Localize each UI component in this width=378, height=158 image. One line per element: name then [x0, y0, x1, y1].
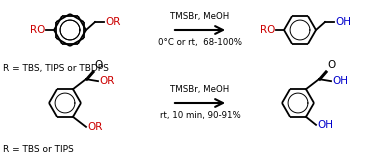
Text: OR: OR [87, 122, 102, 132]
Text: RO: RO [260, 25, 275, 35]
Text: R = TBS or TIPS: R = TBS or TIPS [3, 146, 74, 155]
Text: OH: OH [317, 120, 333, 130]
Text: 0°C or rt,  68-100%: 0°C or rt, 68-100% [158, 38, 242, 47]
Text: rt, 10 min, 90-91%: rt, 10 min, 90-91% [160, 111, 240, 120]
Text: OR: OR [99, 76, 115, 86]
Text: OH: OH [332, 76, 348, 86]
Text: RO: RO [29, 25, 45, 35]
Text: O: O [94, 60, 102, 70]
Text: OR: OR [105, 17, 120, 27]
Text: R = TBS, TIPS or TBDPS: R = TBS, TIPS or TBDPS [3, 64, 109, 73]
Text: TMSBr, MeOH: TMSBr, MeOH [170, 12, 229, 21]
Text: TMSBr, MeOH: TMSBr, MeOH [170, 85, 229, 94]
Text: OH: OH [335, 17, 351, 27]
Text: O: O [327, 60, 335, 70]
